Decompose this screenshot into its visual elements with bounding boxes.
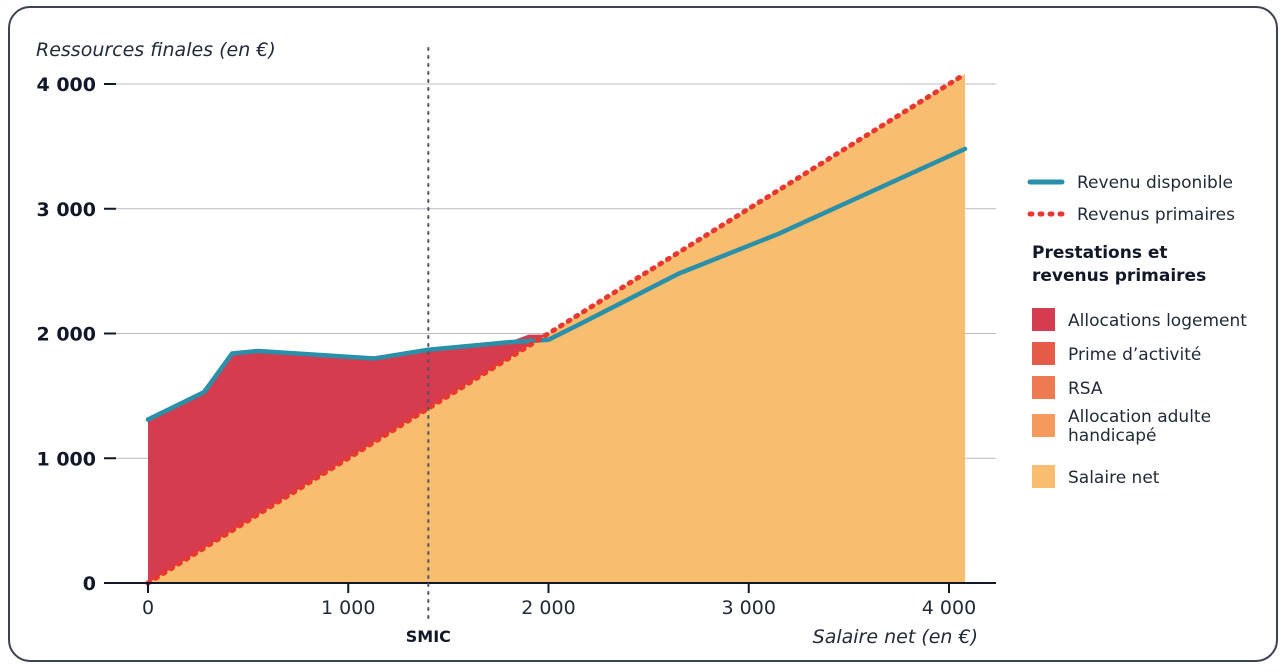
legend-label: Allocations logement (1068, 311, 1247, 331)
y-tick-label: 3 000 (37, 199, 97, 221)
legend-label: Allocation adulte handicapé (1068, 407, 1211, 446)
y-tick-label: 1 000 (37, 448, 97, 470)
smic-label: SMIC (406, 627, 451, 646)
legend-title: Prestations et revenus primaires (1032, 243, 1206, 286)
legend: Revenu disponible Revenus primaires Presta… (1027, 173, 1247, 488)
legend-swatch (1032, 342, 1055, 365)
x-axis-label: Salaire net (en €) (813, 626, 978, 648)
x-tick-label: 4 000 (922, 597, 976, 619)
series-lines (145, 71, 968, 586)
legend-swatch (1032, 465, 1055, 488)
line-revenus-primaires (145, 71, 968, 586)
y-tick-label: 4 000 (37, 74, 97, 96)
x-tick-label: 0 (142, 597, 154, 619)
legend-swatch (1032, 376, 1055, 399)
line-revenu-disponible (145, 146, 968, 422)
legend-label: Revenu disponible (1077, 173, 1233, 193)
legend-label: Revenus primaires (1077, 205, 1235, 225)
legend-label: Salaire net (1068, 468, 1160, 488)
x-tick-label: 2 000 (521, 597, 575, 619)
axes: 0 1 000 2 000 3 000 4 000 0 1 000 2 000 3 000 4 0… (37, 47, 996, 646)
y-axis-label: Ressources finales (en €) (36, 39, 276, 61)
x-tick-label: 1 000 (321, 597, 375, 619)
x-tick-label: 3 000 (722, 597, 776, 619)
y-tick-label: 2 000 (37, 324, 97, 346)
legend-label: Prime d’activité (1068, 345, 1201, 365)
legend-swatch (1032, 308, 1055, 331)
y-tick-label: 0 (83, 573, 96, 595)
legend-swatch (1032, 414, 1055, 437)
legend-label: RSA (1068, 379, 1103, 399)
